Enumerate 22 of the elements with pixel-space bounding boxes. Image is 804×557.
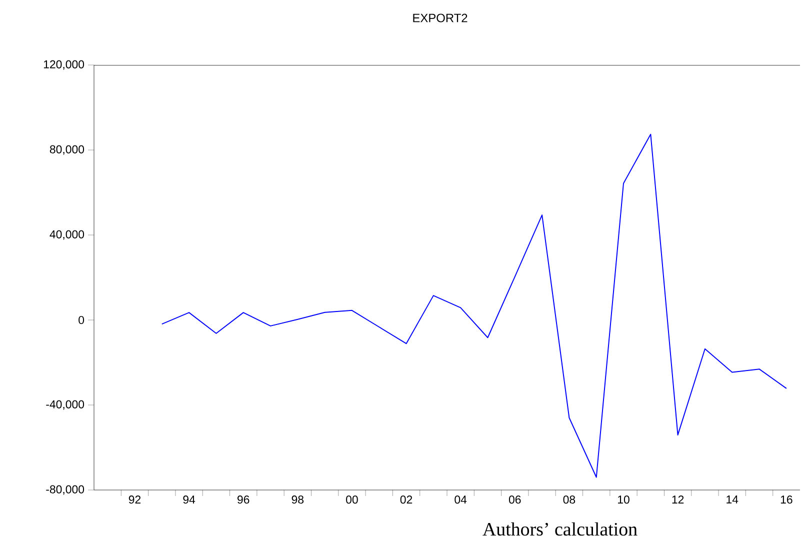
line-series [161,134,787,478]
x-tick-label: 98 [292,496,304,504]
x-tick-label: 00 [346,496,358,504]
x-tick-label: 96 [238,496,250,504]
x-tick-label: 02 [400,496,412,504]
x-tick-label: 08 [563,496,576,504]
x-tick-label: 12 [672,496,684,504]
y-tick-label: 0 [78,316,84,324]
x-tick-label: 10 [618,496,630,504]
x-tick-label: 92 [128,496,141,504]
x-tick-label: 04 [454,496,467,504]
y-tick-label: 40,000 [50,230,84,240]
x-tick-label: 06 [508,496,521,504]
text: Authors’ calculation [482,522,638,536]
x-tick-label: 14 [726,496,738,504]
y-tick-label: -80,000 [46,485,84,495]
x-tick-label: 94 [183,496,196,504]
y-tick-label: 80,000 [50,145,84,155]
chart-title: EXPORT2 [413,14,468,22]
x-tick-label: 16 [780,496,792,504]
y-tick-label: 120,000 [44,60,84,70]
y-tick-label: -40,000 [46,400,84,410]
